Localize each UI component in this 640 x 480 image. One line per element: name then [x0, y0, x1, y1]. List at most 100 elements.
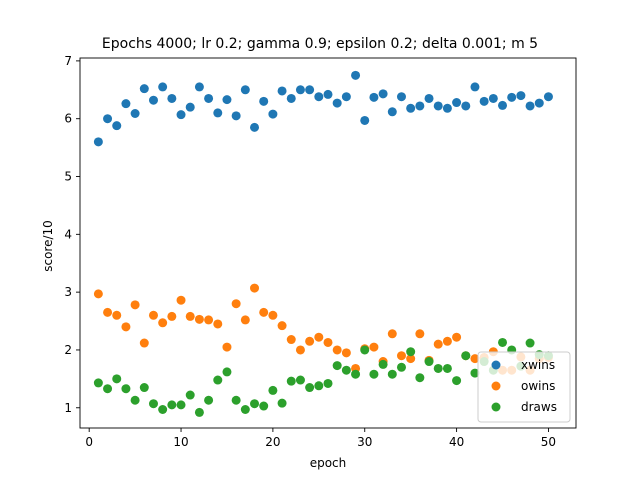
data-point-xwins — [415, 101, 425, 111]
data-point-draws — [351, 369, 361, 379]
data-point-xwins — [461, 101, 471, 111]
data-point-draws — [433, 363, 443, 373]
data-point-xwins — [268, 109, 278, 119]
data-point-draws — [231, 395, 241, 405]
data-point-draws — [341, 365, 351, 375]
data-point-xwins — [360, 115, 370, 125]
x-tick-label: 30 — [357, 435, 372, 449]
data-point-owins — [387, 329, 397, 339]
data-point-owins — [185, 311, 195, 321]
legend-box — [477, 351, 571, 423]
data-point-xwins — [250, 122, 260, 132]
series-xwins — [93, 70, 553, 147]
data-point-xwins — [543, 92, 553, 102]
data-point-xwins — [534, 98, 544, 108]
data-point-draws — [387, 369, 397, 379]
data-point-xwins — [167, 93, 177, 103]
data-point-draws — [176, 400, 186, 410]
data-point-owins — [121, 322, 131, 332]
y-tick-label: 2 — [64, 343, 72, 357]
data-point-xwins — [442, 103, 452, 113]
data-point-owins — [470, 354, 480, 364]
data-point-xwins — [213, 108, 223, 118]
data-point-draws — [525, 338, 535, 348]
legend-marker-draws — [491, 402, 501, 412]
data-point-draws — [240, 405, 250, 414]
data-point-xwins — [185, 102, 195, 112]
data-point-draws — [378, 359, 388, 369]
data-point-draws — [222, 367, 232, 377]
data-point-draws — [396, 362, 406, 372]
data-point-owins — [452, 332, 462, 342]
data-point-owins — [240, 315, 250, 325]
data-point-owins — [341, 348, 351, 358]
data-point-draws — [369, 369, 379, 379]
data-point-owins — [415, 329, 425, 339]
data-point-draws — [332, 361, 342, 371]
data-point-draws — [130, 395, 140, 405]
data-point-draws — [259, 401, 269, 411]
data-point-owins — [194, 314, 204, 324]
data-point-draws — [204, 395, 214, 405]
data-point-xwins — [387, 107, 397, 117]
data-point-xwins — [452, 98, 462, 108]
legend-marker-owins — [491, 381, 501, 391]
data-point-draws — [406, 347, 416, 357]
data-point-xwins — [369, 92, 379, 102]
data-point-xwins — [176, 110, 186, 120]
data-point-owins — [259, 307, 269, 317]
data-point-owins — [176, 295, 186, 305]
data-point-owins — [323, 337, 333, 347]
data-point-owins — [130, 300, 140, 310]
data-point-xwins — [507, 92, 517, 102]
data-point-xwins — [488, 93, 498, 103]
data-point-draws — [158, 405, 168, 414]
data-point-draws — [250, 399, 260, 409]
data-point-xwins — [112, 121, 122, 131]
data-point-xwins — [396, 92, 406, 102]
plot-points — [93, 70, 553, 417]
data-point-owins — [231, 299, 241, 309]
legend-label-draws: draws — [521, 400, 557, 414]
data-point-xwins — [231, 111, 241, 121]
data-point-draws — [286, 376, 296, 386]
data-point-owins — [103, 307, 113, 317]
data-point-owins — [369, 342, 379, 352]
data-point-owins — [433, 339, 443, 349]
data-point-draws — [167, 400, 177, 410]
data-point-draws — [103, 384, 113, 394]
x-tick-label: 0 — [85, 435, 93, 449]
data-point-xwins — [525, 101, 535, 111]
data-point-owins — [295, 345, 305, 355]
data-point-owins — [167, 311, 177, 321]
data-point-xwins — [314, 92, 324, 102]
data-point-owins — [112, 310, 122, 320]
data-point-xwins — [121, 99, 131, 109]
data-point-xwins — [93, 137, 103, 147]
data-point-draws — [314, 381, 324, 391]
data-point-draws — [148, 399, 158, 409]
data-point-owins — [213, 319, 223, 329]
data-point-xwins — [378, 89, 388, 99]
data-point-draws — [470, 368, 480, 378]
data-point-draws — [121, 384, 131, 394]
data-point-xwins — [222, 95, 232, 105]
x-axis-label: epoch — [310, 456, 347, 470]
data-point-owins — [286, 335, 296, 345]
axes: 0 10 20 30 40 50 1 2 3 4 5 6 7 — [64, 54, 577, 449]
data-point-xwins — [286, 93, 296, 103]
data-point-xwins — [479, 96, 489, 106]
data-point-draws — [461, 351, 471, 361]
data-point-owins — [396, 351, 406, 361]
data-point-xwins — [498, 100, 508, 110]
data-point-draws — [452, 376, 462, 386]
legend: xwins owins draws — [477, 351, 571, 423]
data-point-xwins — [103, 114, 113, 124]
data-point-owins — [148, 310, 158, 320]
data-point-xwins — [277, 86, 287, 96]
x-tick-label: 50 — [541, 435, 556, 449]
data-point-draws — [213, 375, 223, 385]
data-point-xwins — [148, 95, 158, 105]
data-point-xwins — [240, 85, 250, 95]
